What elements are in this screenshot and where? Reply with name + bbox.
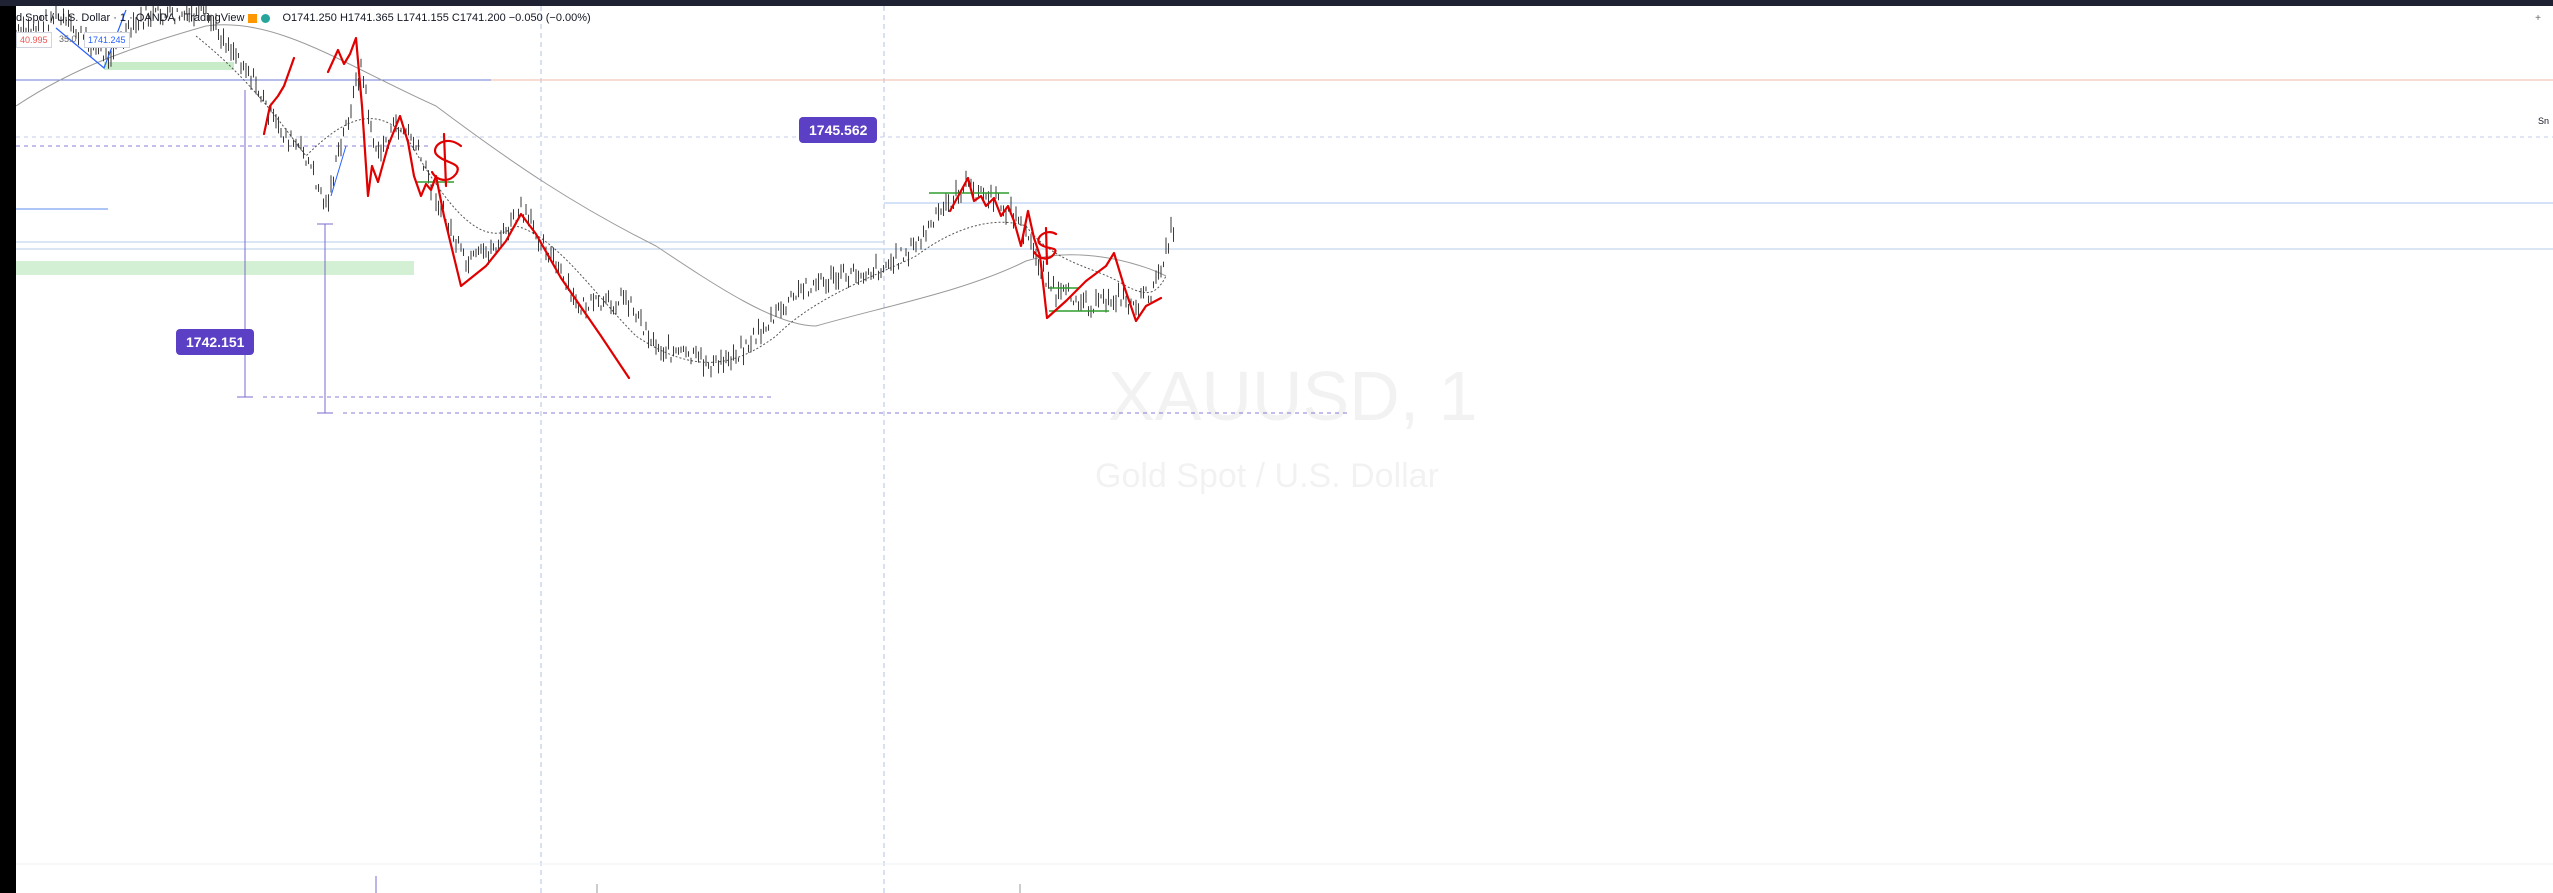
symbol-title[interactable]: d Spot / U.S. Dollar · 1 · OANDA · Tradi…: [16, 12, 245, 24]
sell-price-tag[interactable]: 40.995: [16, 32, 52, 48]
moving-average-fast: [195, 35, 1167, 363]
ohlc-values: O1741.250 H1741.365 L1741.155 C1741.200 …: [282, 12, 591, 24]
window-top-bar: [0, 0, 2553, 6]
moving-average-slow: [16, 24, 1167, 327]
buy-price-tag[interactable]: 1741.245: [84, 32, 130, 48]
right-edge-label: Sn: [2537, 116, 2549, 126]
demand-zone[interactable]: [16, 261, 414, 275]
trend-line[interactable]: [55, 9, 127, 69]
price-label-lower[interactable]: 1742.151: [176, 329, 255, 355]
trend-line[interactable]: [330, 145, 347, 197]
dollar-sign-drawing: [430, 139, 463, 181]
description-watermark: Gold Spot / U.S. Dollar: [1095, 457, 1439, 495]
red-zigzag-path: [948, 176, 1163, 323]
left-toolbar-edge: [0, 6, 16, 893]
market-status-icon: [261, 13, 271, 23]
red-zigzag-path: [262, 56, 296, 136]
chart-settings-icon[interactable]: +: [2535, 13, 2541, 24]
chart-header: d Spot / U.S. Dollar · 1 · OANDA · Tradi…: [16, 9, 591, 27]
red-drawings[interactable]: [262, 36, 1163, 380]
red-zigzag-path: [326, 36, 631, 380]
chart-pane[interactable]: [16, 6, 2553, 893]
price-label-upper[interactable]: 1745.562: [799, 117, 878, 143]
price-candles: [16, 6, 1174, 378]
symbol-watermark: XAUUSD, 1: [1108, 357, 1478, 435]
spread-value: 35.0: [59, 34, 77, 44]
alert-icon[interactable]: [248, 13, 258, 23]
dollar-sign-drawing: [1032, 231, 1058, 260]
demand-zone[interactable]: [104, 62, 234, 70]
chart-canvas[interactable]: [16, 6, 2553, 893]
